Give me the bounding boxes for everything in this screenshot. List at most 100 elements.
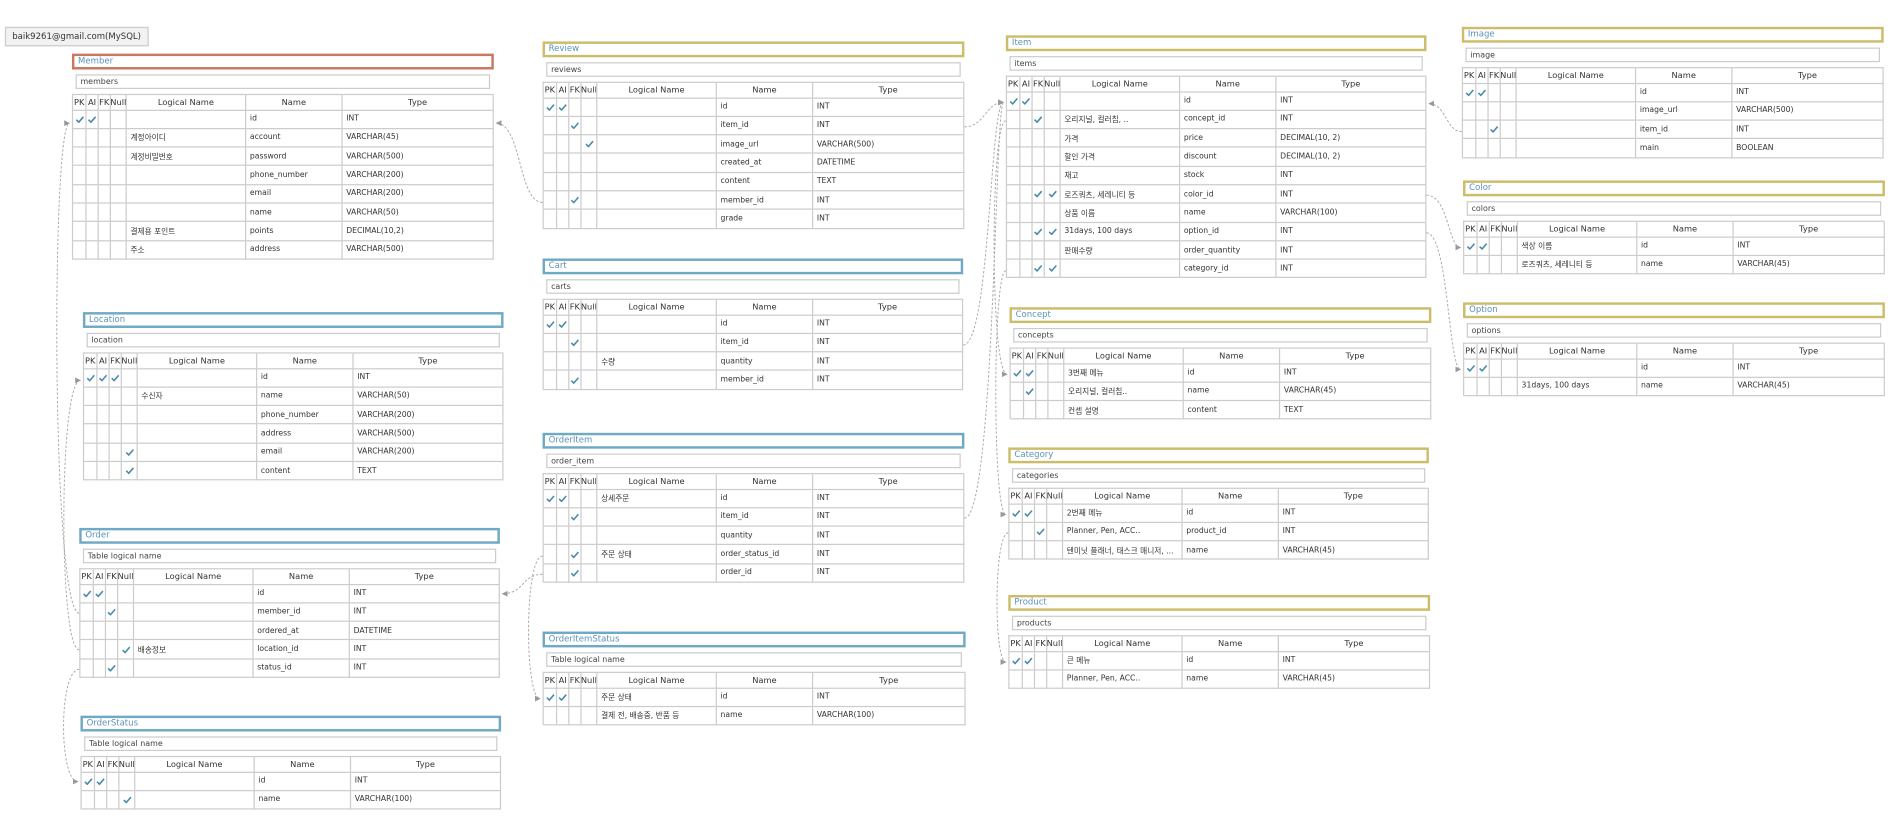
column-header: FK bbox=[1489, 343, 1503, 360]
field-cell bbox=[597, 564, 717, 583]
column-header: Logical Name bbox=[1516, 68, 1637, 84]
column-header: Logical Name bbox=[135, 757, 255, 773]
check bbox=[1011, 509, 1020, 517]
table-name: colors bbox=[1466, 201, 1882, 216]
column-header: Logical Name bbox=[1060, 76, 1181, 93]
flag-cell bbox=[97, 443, 110, 463]
column-header: FK bbox=[1032, 76, 1045, 93]
field-cell bbox=[597, 371, 717, 390]
flag-cell bbox=[1044, 203, 1061, 223]
field-cell: INT bbox=[349, 659, 500, 678]
field-cell bbox=[134, 621, 254, 641]
flag-cell bbox=[97, 424, 110, 444]
flag-cell bbox=[107, 772, 120, 792]
table: Item items PK AI FK Null Logical Name Name Type i… bbox=[1005, 35, 1427, 279]
field-cell: INT bbox=[813, 333, 964, 353]
column-header: FK bbox=[98, 95, 111, 111]
field-cell: INT bbox=[349, 603, 500, 622]
field-cell: 결제 전, 배송중, 반품 등 bbox=[597, 706, 717, 726]
flag-cell bbox=[569, 371, 582, 390]
field-cell bbox=[597, 210, 717, 229]
column-header: FK bbox=[109, 353, 122, 369]
check bbox=[1466, 364, 1475, 372]
flag-cell bbox=[121, 406, 138, 425]
table: OrderStatus Table logical name PK AI FK Null L… bbox=[80, 715, 502, 810]
flag-cell bbox=[1035, 504, 1048, 523]
flag-cell bbox=[1007, 222, 1021, 242]
flag-cell bbox=[1463, 102, 1477, 121]
column-header: PK bbox=[81, 757, 96, 773]
field-cell: name bbox=[254, 791, 352, 810]
column-header: Type bbox=[813, 474, 965, 490]
field-cell bbox=[597, 526, 717, 546]
table-title: OrderStatus bbox=[80, 715, 502, 732]
flag-cell bbox=[80, 584, 94, 604]
field-cell bbox=[126, 110, 247, 129]
field-cell: BOOLEAN bbox=[1732, 139, 1884, 159]
flag-cell bbox=[1044, 241, 1061, 260]
column-header: Type bbox=[351, 757, 502, 773]
field-cell bbox=[126, 166, 247, 185]
column-header: Name bbox=[1637, 221, 1734, 238]
flag-cell bbox=[109, 462, 122, 481]
flag-cell bbox=[93, 659, 107, 678]
flag-cell bbox=[1020, 203, 1033, 223]
flag-cell bbox=[1007, 203, 1021, 223]
flag-cell bbox=[93, 640, 107, 660]
table-name: members bbox=[75, 74, 491, 90]
flag-cell bbox=[557, 371, 570, 390]
field-cell: id bbox=[257, 368, 354, 388]
field-cell: address bbox=[246, 240, 343, 260]
column-header: PK bbox=[73, 95, 87, 111]
table-title: Order bbox=[79, 527, 500, 544]
check bbox=[125, 448, 134, 456]
flag-cell bbox=[97, 368, 110, 388]
flag-cell bbox=[1476, 102, 1489, 121]
check bbox=[1479, 364, 1488, 372]
flag-cell bbox=[1044, 185, 1061, 204]
column-header: Logical Name bbox=[1517, 221, 1638, 238]
flag-cell bbox=[1035, 651, 1048, 671]
field-cell: DECIMAL(10, 2) bbox=[1276, 129, 1427, 148]
field-cell: INT bbox=[813, 210, 965, 229]
column-grid: PK AI FK Null Logical Name Name Type id INT 계정아이디… bbox=[71, 93, 494, 260]
flag-cell bbox=[80, 603, 94, 622]
column-grid: PK AI FK Null Logical Name Name Type id INT membe… bbox=[79, 568, 500, 678]
column-grid: PK AI FK Null Logical Name Name Type 큰 메뉴 id INT P… bbox=[1008, 635, 1431, 689]
flag-cell bbox=[98, 147, 111, 167]
column-header: Type bbox=[813, 672, 966, 689]
check bbox=[1466, 242, 1475, 250]
table-name: items bbox=[1009, 56, 1423, 71]
flag-cell bbox=[73, 184, 87, 204]
field-cell: id bbox=[716, 489, 814, 509]
field-cell bbox=[597, 154, 717, 173]
flag-cell bbox=[1500, 139, 1517, 159]
column-grid: PK AI FK Null Logical Name Name Type id INT 수신자 na… bbox=[82, 352, 504, 481]
flag-cell bbox=[73, 128, 87, 148]
field-cell: id bbox=[254, 772, 352, 792]
flag-cell bbox=[1007, 92, 1021, 111]
flag-cell bbox=[581, 135, 598, 155]
flag-cell bbox=[1009, 670, 1023, 689]
field-cell: TEXT bbox=[353, 462, 504, 481]
column-header: Null bbox=[118, 569, 135, 585]
flag-cell bbox=[543, 564, 558, 583]
column-header: FK bbox=[1035, 488, 1048, 505]
check bbox=[570, 513, 579, 521]
table-name: concepts bbox=[1013, 327, 1428, 343]
flag-cell bbox=[84, 443, 98, 463]
field-cell: 로즈쿼츠, 세레니티 등 bbox=[1060, 185, 1181, 204]
flag-cell bbox=[1020, 147, 1033, 167]
flag-cell bbox=[1488, 139, 1501, 159]
table-title: Option bbox=[1463, 302, 1885, 319]
check bbox=[545, 320, 554, 328]
flag-cell bbox=[1022, 522, 1036, 542]
flag-cell bbox=[1476, 120, 1489, 140]
check bbox=[1024, 657, 1033, 665]
flag-cell bbox=[543, 333, 558, 353]
field-cell: INT bbox=[342, 110, 494, 129]
field-cell: INT bbox=[1278, 651, 1431, 671]
field-cell: 오리지널, 컬러칩, .. bbox=[1060, 110, 1181, 130]
flag-cell bbox=[581, 315, 598, 334]
